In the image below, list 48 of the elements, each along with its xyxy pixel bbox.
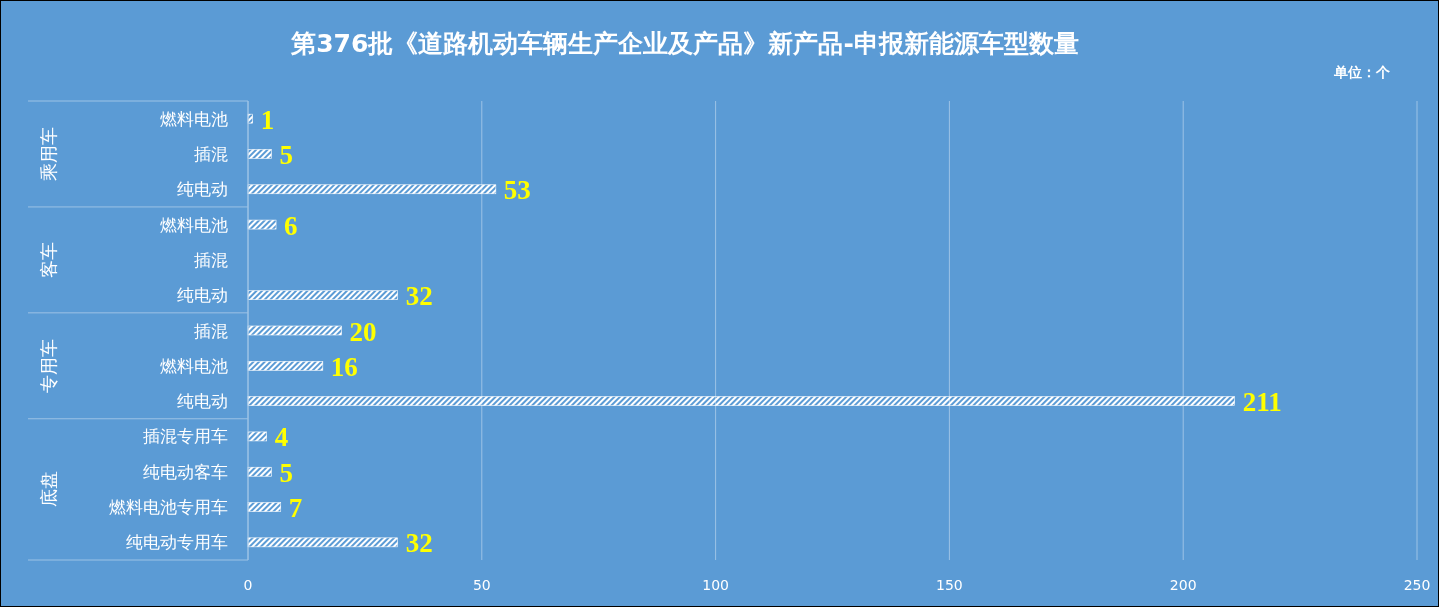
y-tick-label: 插混 (194, 143, 228, 164)
x-tick-label: 50 (472, 577, 491, 593)
y-tick-label: 纯电动 (177, 285, 228, 306)
text: 单位：个 (1333, 64, 1391, 80)
x-tick-label: 250 (1403, 577, 1431, 593)
data-label: 4 (274, 422, 289, 453)
y-tick-label: 插混专用车 (143, 426, 228, 447)
bar (247, 431, 267, 442)
y-tick-label: 插混 (194, 249, 228, 270)
data-label: 1 (260, 104, 275, 135)
y-tick-label: 燃料电池专用车 (109, 497, 228, 518)
bar (247, 537, 398, 548)
x-tick-label: 150 (936, 577, 963, 593)
bar (247, 290, 398, 300)
bar (247, 466, 272, 477)
bar (247, 184, 497, 195)
x-tick-label: 0 (243, 577, 253, 593)
y-tick-label: 插混 (194, 320, 228, 341)
x-tick-label: 200 (1169, 577, 1197, 593)
y-tick-label: 燃料电池 (160, 355, 228, 376)
bar (247, 219, 277, 230)
bar (247, 149, 272, 159)
y-tick-label: 燃料电池 (160, 214, 228, 235)
data-label: 7 (288, 493, 303, 524)
text: 底盘 (38, 471, 59, 508)
y-tick-label: 纯电动 (177, 179, 228, 200)
text: 专用车 (38, 338, 59, 393)
bar (247, 396, 1235, 406)
text: 乘用车 (38, 126, 59, 181)
data-label: 5 (279, 139, 293, 170)
data-label: 32 (405, 528, 433, 559)
data-label: 32 (405, 281, 433, 312)
y-tick-label: 燃料电池 (160, 108, 228, 129)
data-label: 16 (330, 351, 358, 382)
x-tick-label: 100 (702, 577, 729, 593)
y-tick-label: 纯电动专用车 (126, 532, 228, 553)
data-label: 6 (284, 210, 298, 241)
data-label: 211 (1242, 387, 1282, 418)
bar (247, 325, 342, 336)
data-label: 53 (503, 175, 531, 206)
chart-title: 第376批《道路机动车辆生产企业及产品》新产品-申报新能源车型数量 (290, 29, 1079, 58)
data-label: 20 (349, 316, 377, 347)
y-tick-label: 纯电动 (177, 391, 228, 412)
text: 客车 (38, 241, 59, 278)
bar (247, 361, 324, 371)
bar (247, 502, 282, 512)
y-tick-label: 纯电动客车 (143, 461, 228, 482)
data-label: 5 (279, 457, 293, 488)
